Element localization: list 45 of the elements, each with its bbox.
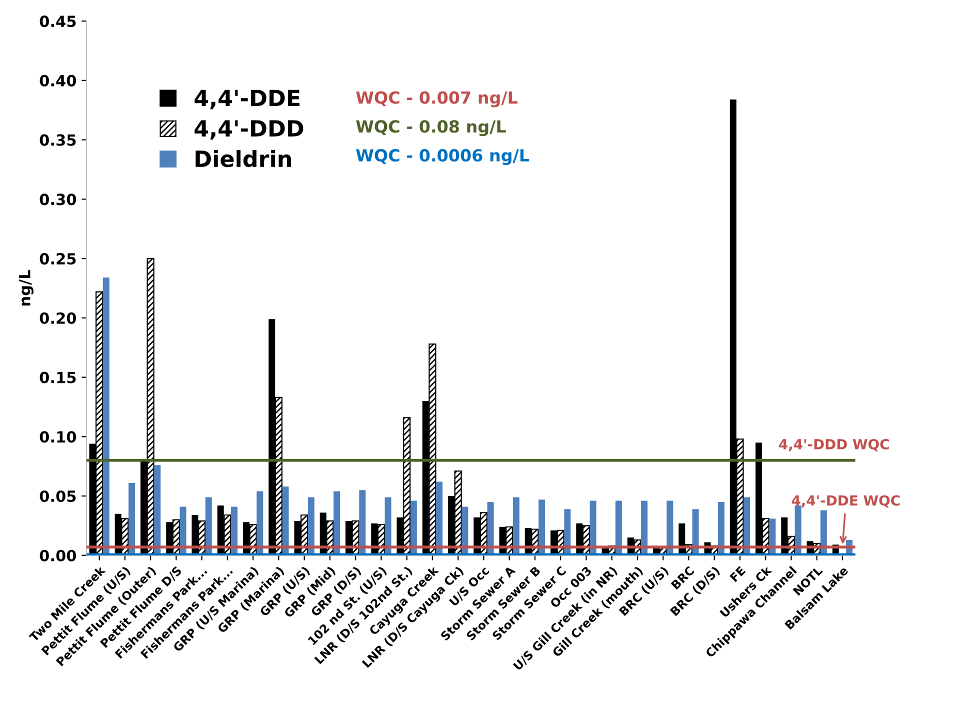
- bar: [359, 490, 366, 556]
- y-tick-label: 0.35: [40, 134, 76, 146]
- bar: [590, 500, 596, 556]
- y-tick-label: 0.25: [40, 253, 76, 265]
- y-tick-label: 0.05: [40, 490, 76, 502]
- legend-label: 4,4'-DDD: [194, 120, 304, 140]
- y-tick-label: 0.20: [40, 312, 76, 324]
- annotation: 4,4'-DDD WQC: [779, 438, 889, 452]
- bar: [154, 465, 161, 556]
- y-tick-label: 0.30: [40, 194, 76, 206]
- bar: [436, 482, 443, 556]
- bar: [512, 497, 520, 556]
- ref-line-label: WQC - 0.007 ng/L: [356, 91, 518, 108]
- bar: [180, 506, 186, 556]
- bar: [794, 506, 802, 556]
- y-tick-label: 0.00: [40, 550, 76, 562]
- ref-line-label: WQC - 0.08 ng/L: [356, 120, 506, 136]
- bar: [334, 491, 340, 556]
- bar: [231, 506, 238, 556]
- ref-line-label: WQC - 0.0006 ng/L: [356, 149, 530, 166]
- y-tick-label: 0.15: [40, 372, 76, 384]
- x-tick-label: FE: [730, 566, 746, 582]
- bar: [718, 502, 724, 556]
- legend-label: 4,4'-DDE: [194, 90, 300, 110]
- bar: [487, 502, 494, 556]
- y-tick-label: 0.10: [40, 431, 76, 443]
- bar: [615, 500, 622, 556]
- bar: [410, 500, 417, 556]
- y-tick-label: 0.45: [40, 16, 76, 28]
- bar: [282, 486, 289, 556]
- bar: [641, 500, 648, 556]
- bar: [128, 482, 136, 556]
- bar: [744, 497, 750, 556]
- bar: [462, 506, 468, 556]
- annotation: 4,4'-DDE WQC: [792, 495, 900, 508]
- bar: [666, 500, 674, 556]
- bar: [256, 491, 264, 556]
- bar: [384, 497, 392, 556]
- bar: [205, 497, 212, 556]
- y-tick-label: 0.40: [40, 74, 76, 86]
- y-axis-title: ng/L: [19, 270, 34, 306]
- bar: [102, 278, 110, 556]
- legend-label: Dieldrin: [196, 150, 291, 168]
- bar: [308, 497, 314, 556]
- bar: [538, 500, 546, 556]
